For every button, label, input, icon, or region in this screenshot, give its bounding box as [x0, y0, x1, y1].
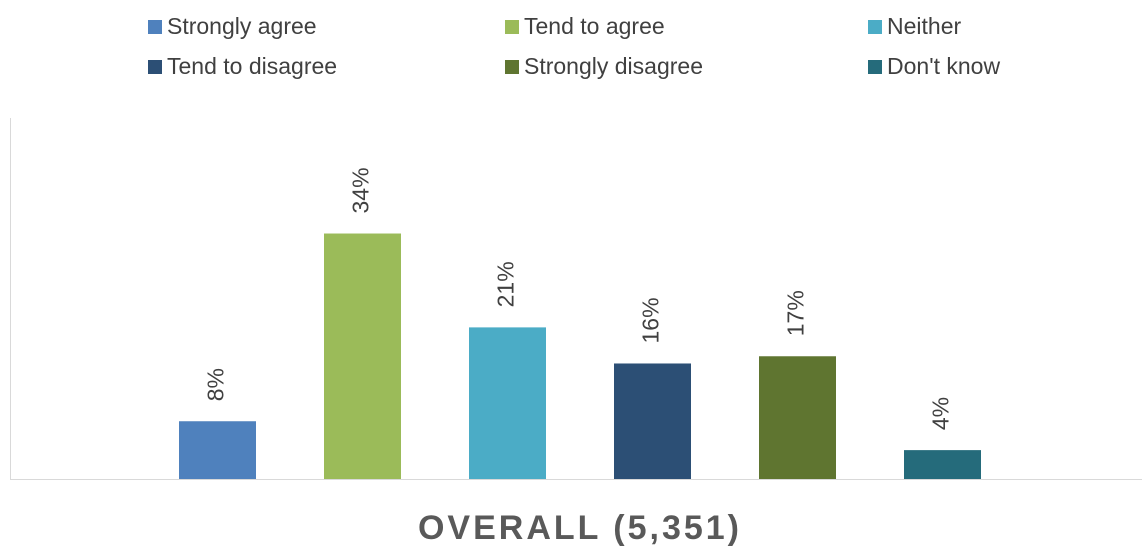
legend-swatch	[868, 60, 882, 74]
legend-swatch	[505, 20, 519, 34]
value-label: 34%	[348, 167, 374, 213]
category-label: OVERALL (5,351)	[418, 509, 742, 547]
legend-swatch	[505, 60, 519, 74]
legend-label: Strongly agree	[167, 13, 317, 39]
bar	[324, 233, 401, 479]
legend-label: Neither	[887, 13, 961, 39]
legend-label: Tend to disagree	[167, 53, 337, 79]
legend-label: Don't know	[887, 53, 1000, 79]
legend-swatch	[868, 20, 882, 34]
bar	[904, 450, 981, 479]
bar	[614, 363, 691, 479]
legend-label: Tend to agree	[524, 13, 665, 39]
legend-swatch	[148, 60, 162, 74]
value-label: 21%	[493, 261, 519, 307]
bar	[469, 327, 546, 479]
value-label: 8%	[203, 368, 229, 401]
value-label: 16%	[638, 297, 664, 343]
legend-label: Strongly disagree	[524, 53, 703, 79]
bar	[179, 421, 256, 479]
value-label: 17%	[783, 290, 809, 336]
bar	[759, 356, 836, 479]
value-label: 4%	[928, 397, 954, 430]
legend-swatch	[148, 20, 162, 34]
